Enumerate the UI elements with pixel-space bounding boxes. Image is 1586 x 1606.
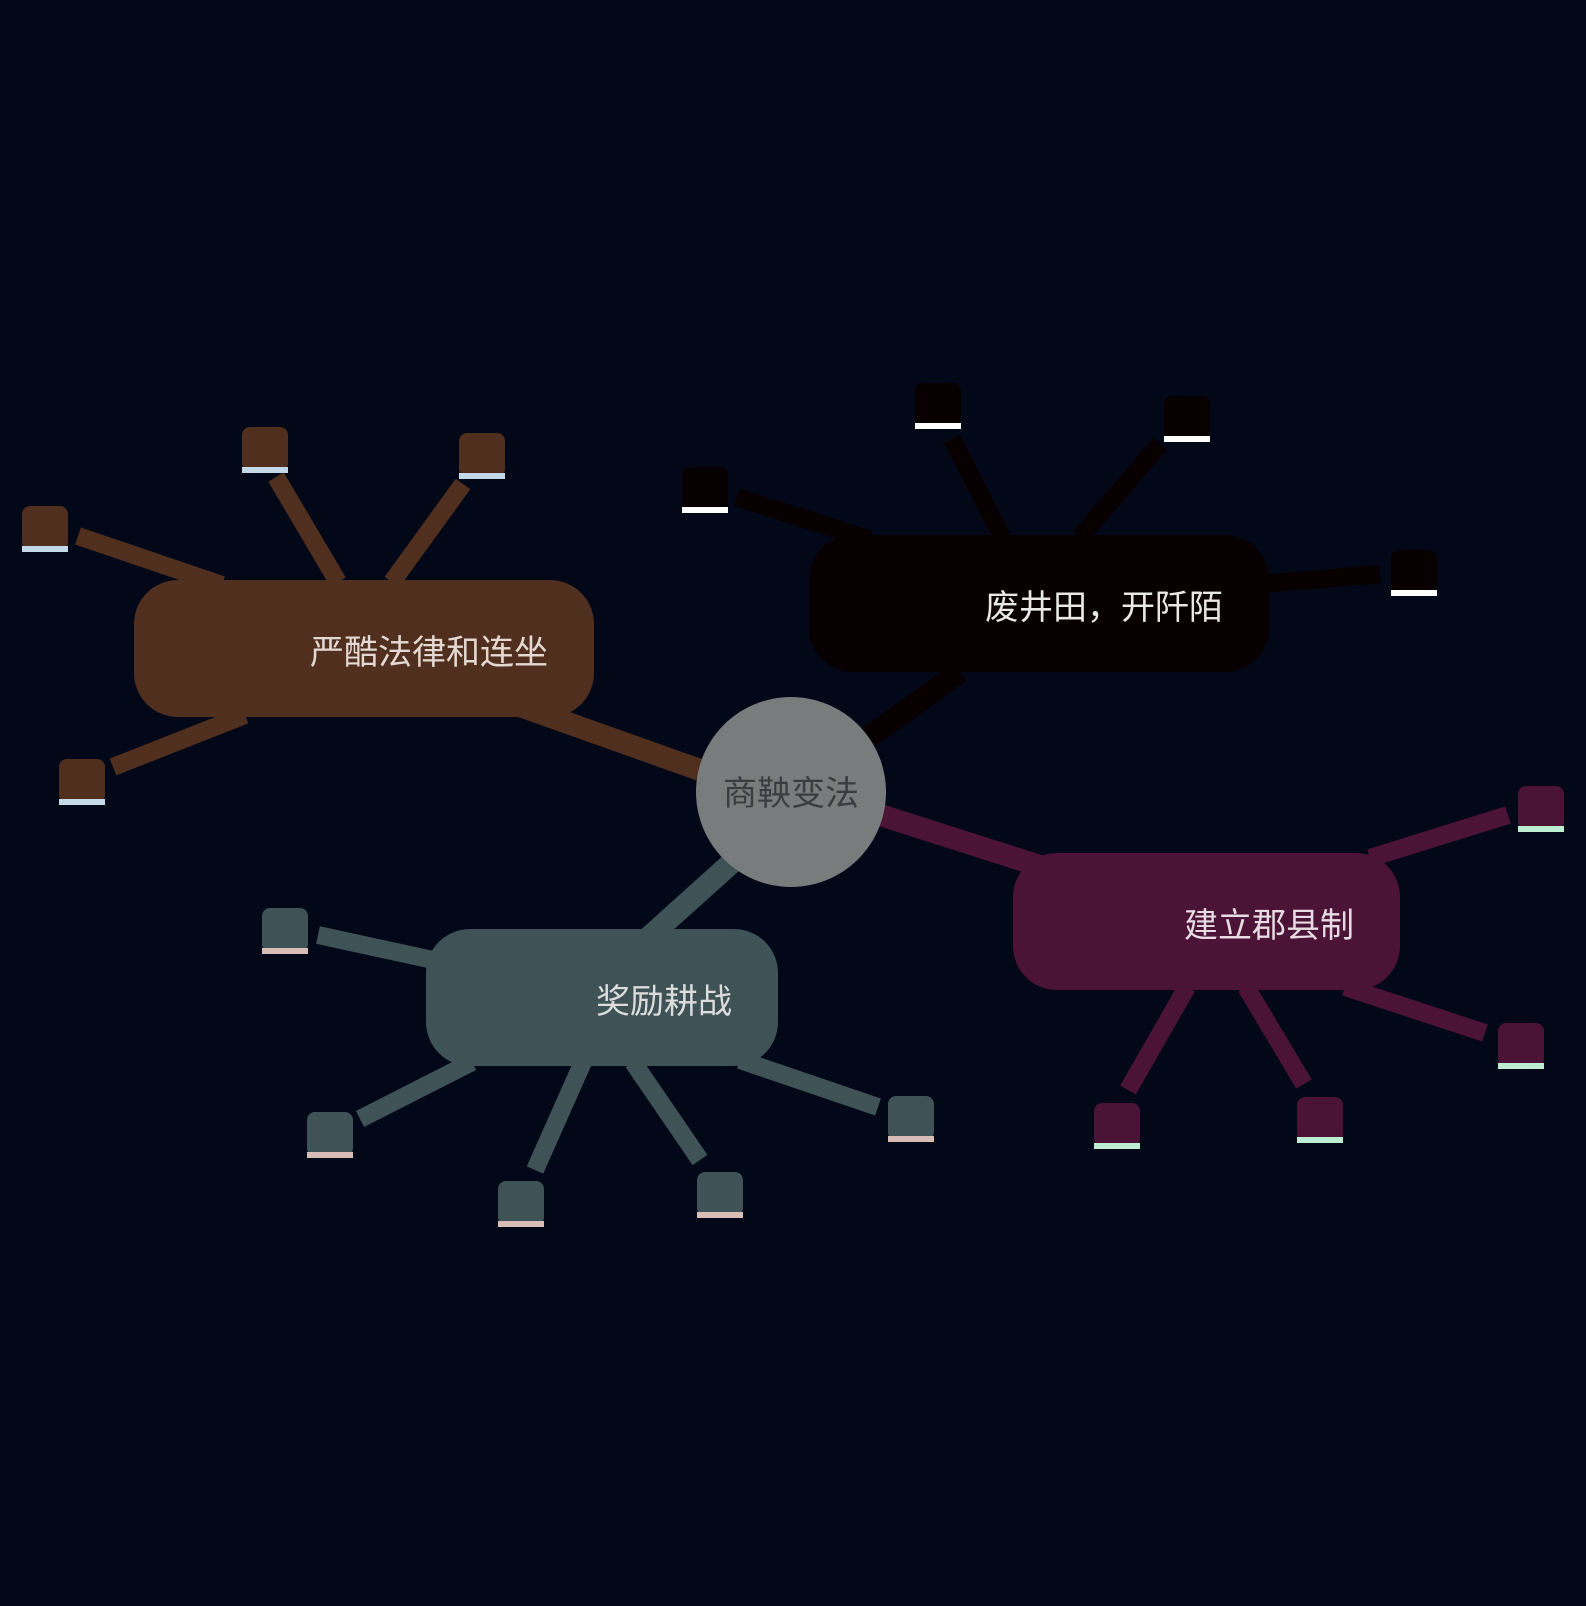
branch-node-reward[interactable]	[426, 929, 778, 1066]
leaf-node-county-4[interactable]	[1094, 1103, 1140, 1149]
leaf-node-law-2[interactable]	[242, 427, 288, 473]
connector-county	[870, 802, 1044, 877]
connector-land	[851, 663, 967, 754]
leaf-node-reward-5[interactable]	[888, 1096, 934, 1142]
leaf-node-county-1[interactable]	[1518, 786, 1564, 832]
leaf-connector	[109, 706, 249, 776]
leaf-node-county-2[interactable]	[1498, 1023, 1544, 1069]
leaf-node-reward-4[interactable]	[697, 1172, 743, 1218]
leaf-connector	[1342, 978, 1488, 1042]
leaf-node-law-4[interactable]	[59, 759, 105, 805]
branch-node-law[interactable]	[134, 580, 594, 717]
leaf-connector	[943, 434, 1011, 542]
leaf-connector	[268, 472, 346, 587]
leaf-node-law-1[interactable]	[22, 506, 68, 552]
leaf-connector	[1073, 438, 1167, 543]
leaf-node-reward-3[interactable]	[498, 1181, 544, 1227]
branch-law[interactable]: 严酷法律和连坐	[22, 427, 594, 805]
leaf-connector	[1367, 806, 1511, 867]
leaf-node-land-3[interactable]	[1164, 396, 1210, 442]
branch-county[interactable]: 建立郡县制	[1013, 786, 1564, 1149]
leaf-connector	[625, 1056, 708, 1166]
leaf-node-land-2[interactable]	[915, 383, 961, 429]
leaf-connector	[734, 488, 873, 549]
leaf-connector	[1238, 982, 1312, 1089]
leaf-connector	[526, 1058, 592, 1174]
branch-label-law: 严酷法律和连坐	[310, 633, 548, 673]
leaf-connector	[384, 478, 471, 588]
leaf-connector	[1261, 565, 1381, 593]
leaf-connector	[737, 1051, 881, 1116]
leaf-node-reward-2[interactable]	[307, 1112, 353, 1158]
leaf-node-land-1[interactable]	[682, 467, 728, 513]
branch-reward[interactable]: 奖励耕战	[262, 908, 934, 1227]
leaf-connector	[355, 1053, 477, 1128]
branch-node-land[interactable]	[809, 535, 1269, 672]
connector-reward	[640, 848, 746, 947]
branch-label-land: 废井田，开阡陌	[985, 588, 1223, 628]
branch-label-reward: 奖励耕战	[596, 982, 732, 1022]
center-label: 商鞅变法	[723, 774, 859, 814]
leaf-node-reward-1[interactable]	[262, 908, 308, 954]
leaf-node-county-3[interactable]	[1297, 1097, 1343, 1143]
leaf-node-land-4[interactable]	[1391, 550, 1437, 596]
leaf-node-law-3[interactable]	[459, 433, 505, 479]
leaf-connector	[1120, 982, 1195, 1095]
leaf-connector	[316, 926, 435, 969]
branch-land[interactable]: 废井田，开阡陌	[682, 383, 1437, 672]
center-circle[interactable]	[696, 697, 886, 887]
branch-label-county: 建立郡县制	[1184, 906, 1354, 946]
center-topic[interactable]: 商鞅变法	[696, 697, 886, 887]
branch-node-county[interactable]	[1013, 853, 1400, 990]
leaf-connector	[75, 527, 225, 594]
